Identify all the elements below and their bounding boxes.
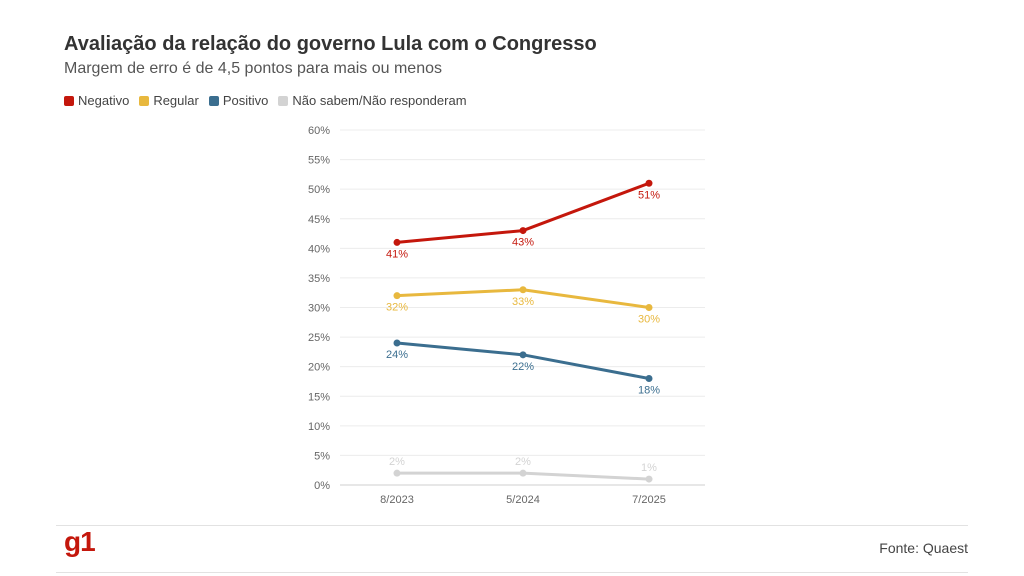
legend-swatch-regular [139, 95, 150, 106]
legend-item-negativo: Negativo [64, 93, 129, 108]
data-point [393, 292, 401, 300]
legend-item-positivo: Positivo [208, 93, 269, 108]
chart-title: Avaliação da relação do governo Lula com… [64, 33, 597, 55]
data-label: 33% [512, 296, 534, 308]
data-label: 24% [386, 349, 408, 361]
data-label: 41% [386, 248, 408, 260]
y-tick-label: 15% [308, 391, 330, 403]
data-point [393, 339, 401, 347]
data-label: 43% [512, 237, 534, 249]
y-tick-label: 30% [308, 303, 330, 315]
data-label: 18% [638, 385, 660, 397]
data-point [645, 375, 653, 382]
source-note: Fonte: Quaest [879, 540, 968, 556]
x-tick-label: 7/2025 [632, 494, 666, 506]
data-label: 22% [512, 361, 534, 373]
y-tick-label: 25% [308, 332, 330, 344]
legend-label-negativo: Negativo [78, 93, 130, 108]
footer-divider-bottom [56, 572, 968, 573]
legend-label-positivo: Positivo [222, 93, 269, 108]
legend-swatch-negativo [64, 95, 74, 106]
legend-label-nao-sabem: Não sabem/Não responderam [292, 93, 467, 108]
data-point [645, 475, 653, 483]
data-point [645, 179, 653, 187]
y-tick-label: 5% [314, 450, 330, 462]
g1-logo: g1 [64, 526, 96, 557]
y-tick-label: 55% [308, 155, 330, 167]
y-tick-label: 20% [308, 362, 330, 374]
y-tick-label: 0% [314, 480, 330, 492]
y-tick-label: 50% [308, 184, 330, 196]
data-point [519, 227, 527, 235]
legend-item-nao-sabem: Não sabem/Não responderam [278, 93, 467, 108]
y-tick-label: 60% [308, 125, 330, 137]
data-point [393, 469, 401, 477]
data-label: 1% [641, 462, 657, 474]
x-tick-label: 5/2024 [506, 494, 540, 506]
data-point [393, 238, 401, 246]
x-tick-label: 8/2023 [380, 494, 414, 506]
footer-divider-top [56, 525, 968, 526]
y-tick-label: 35% [308, 273, 330, 285]
data-label: 51% [638, 189, 660, 201]
data-point [519, 286, 527, 294]
data-label: 32% [386, 302, 408, 314]
data-label: 2% [515, 456, 531, 468]
data-label: 2% [389, 456, 405, 468]
data-point [519, 351, 527, 359]
y-tick-label: 40% [308, 243, 330, 255]
y-tick-label: 45% [308, 214, 330, 226]
legend-swatch-positivo [208, 95, 219, 106]
data-point [645, 304, 653, 311]
legend-swatch-nao-sabem [278, 95, 289, 106]
data-point [519, 469, 527, 477]
legend-item-regular: Regular [139, 93, 199, 108]
y-tick-label: 10% [308, 421, 330, 433]
data-label: 30% [638, 314, 660, 326]
chart-legend: Negativo Regular Positivo Não sabem/Não … [64, 93, 467, 108]
chart-subtitle: Margem de erro é de 4,5 pontos para mais… [64, 60, 442, 77]
legend-label-regular: Regular [153, 93, 199, 108]
